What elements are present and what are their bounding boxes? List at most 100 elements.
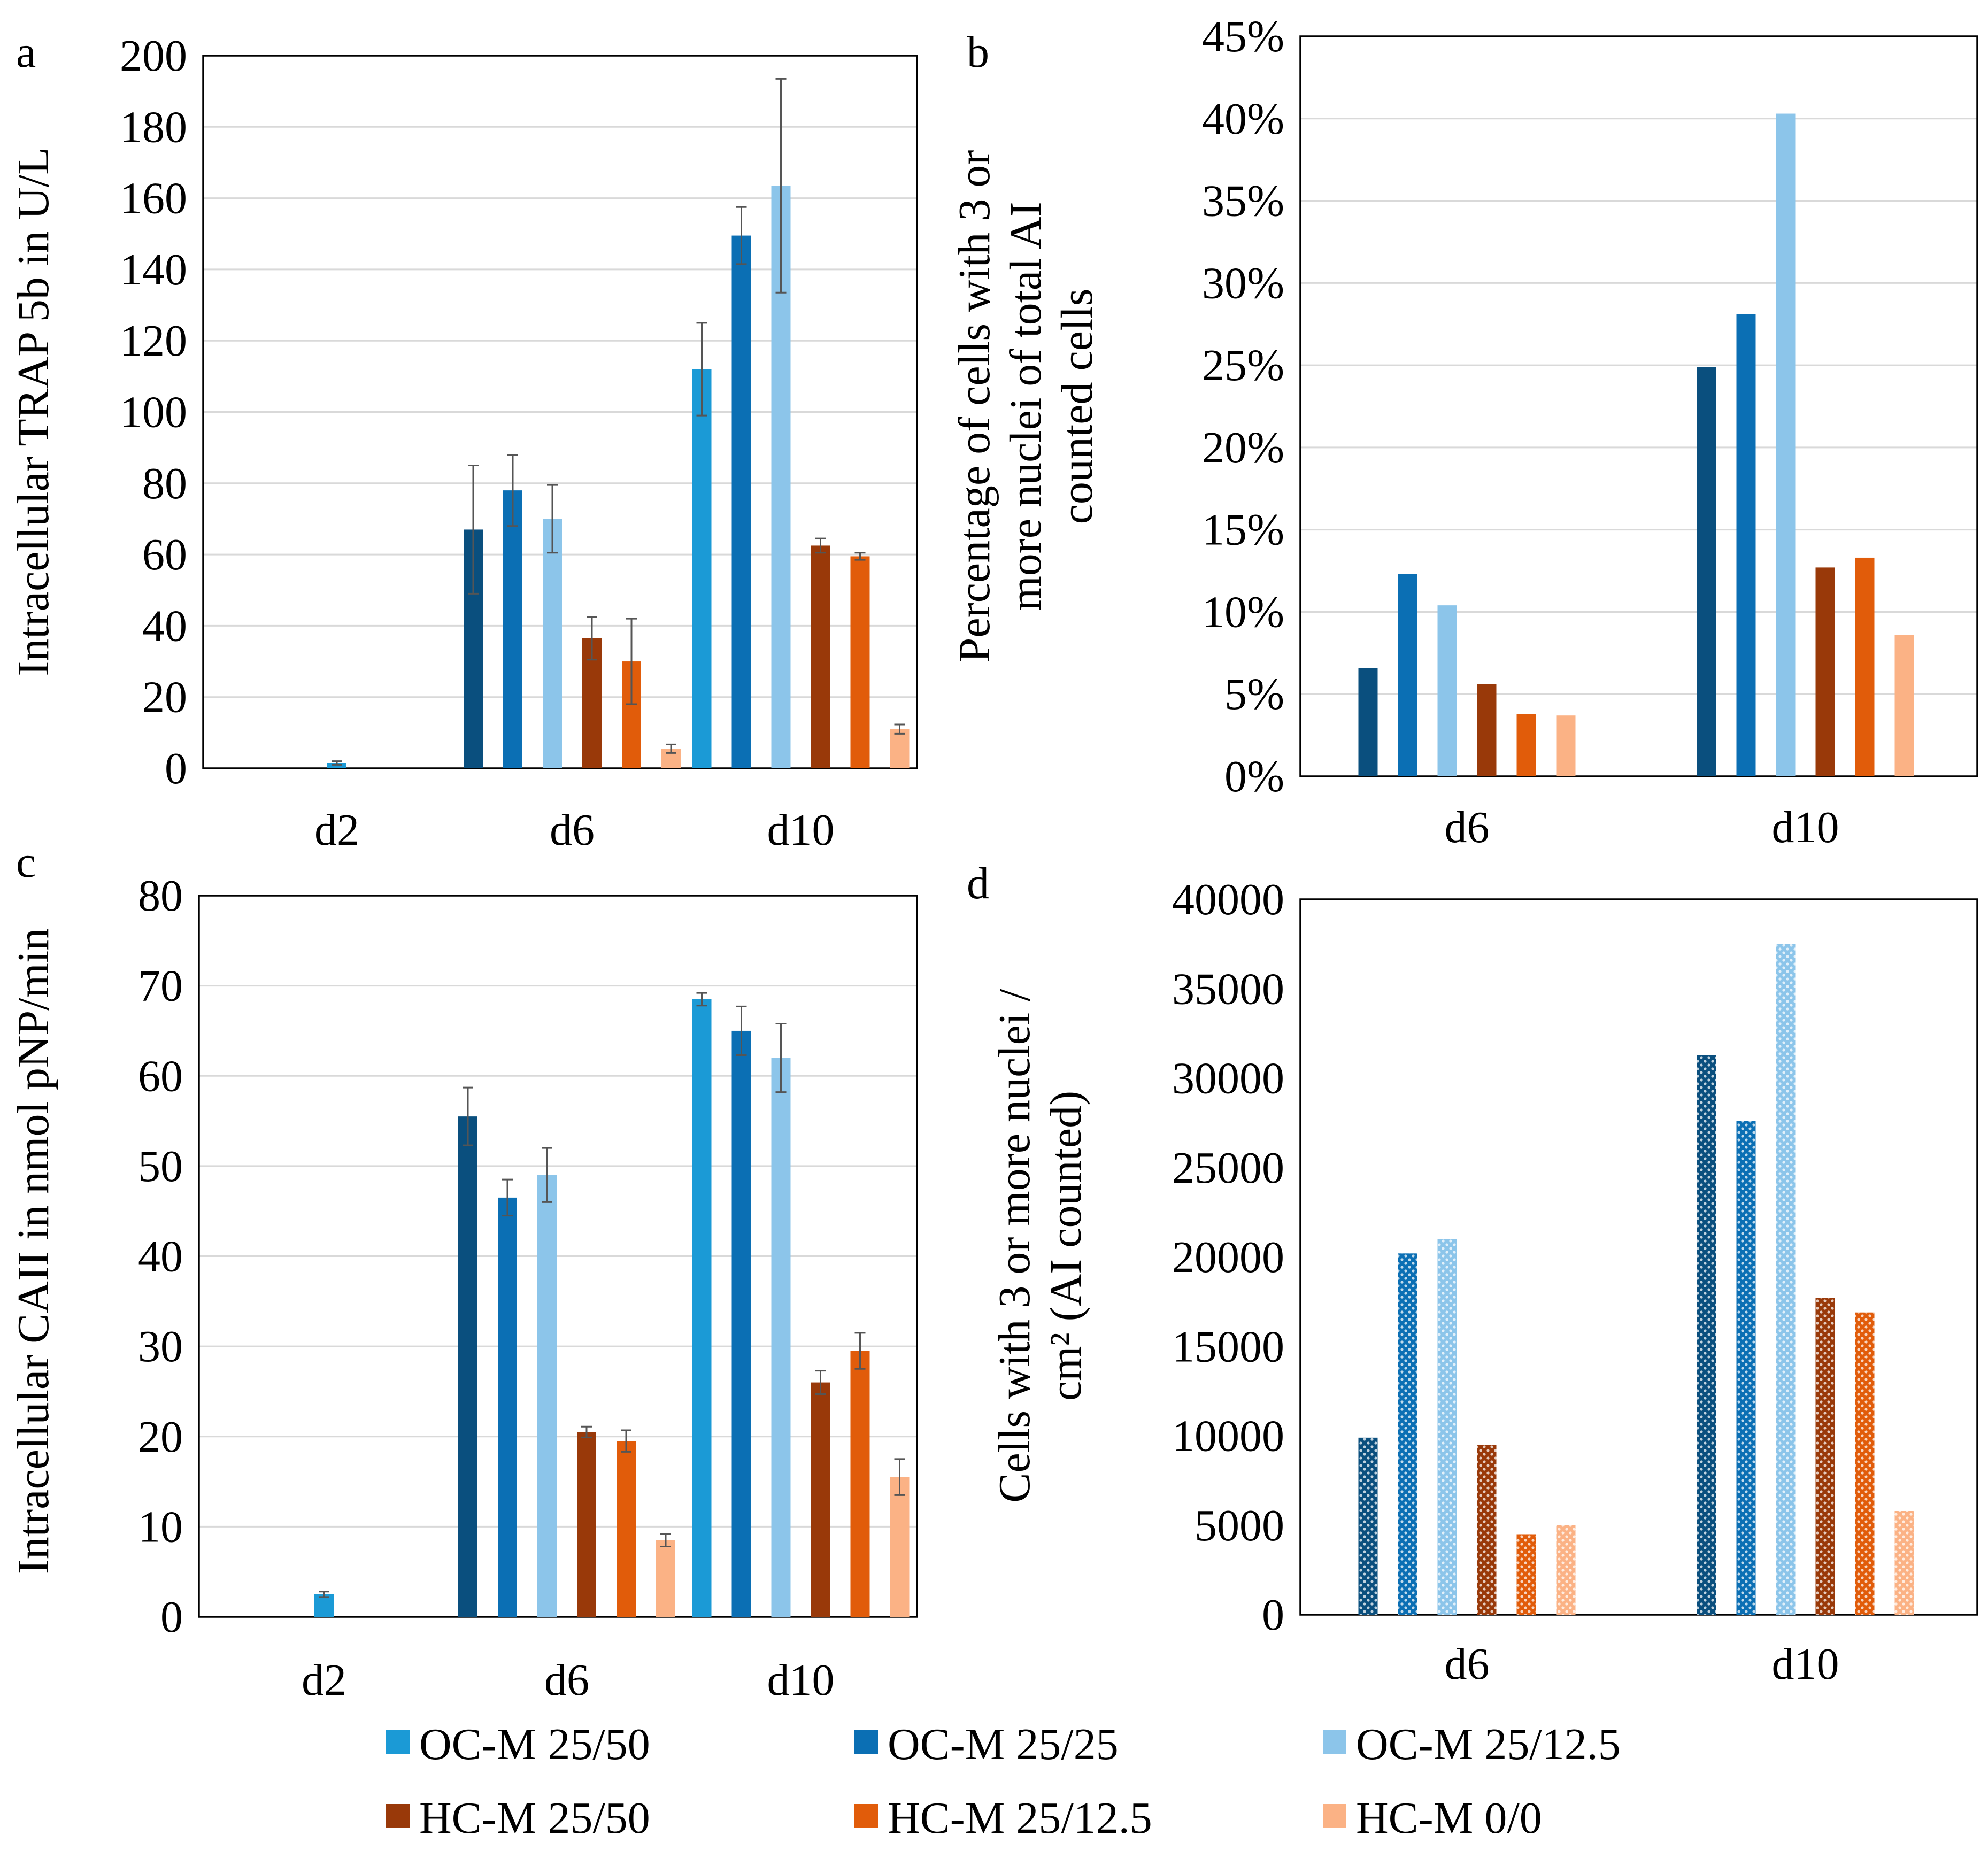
bar-dot-texture — [1894, 1510, 1914, 1615]
y-tick-label: 120 — [120, 316, 187, 366]
y-axis-label: Intracellular CAII in nmol pNP/min — [9, 928, 58, 1574]
y-tick-label: 20 — [138, 1412, 183, 1462]
bar — [503, 490, 522, 768]
x-category-label: d6 — [1445, 1639, 1490, 1689]
y-axis-label-line: Percentage of cells with 3 or — [950, 150, 999, 663]
bar — [314, 1594, 334, 1617]
bar-dot-texture — [1815, 1298, 1835, 1615]
legend-label: HC-M 25/50 — [419, 1793, 650, 1843]
y-axis-label: Percentage of cells with 3 ormore nuclei… — [950, 150, 1102, 663]
bar — [1776, 113, 1796, 776]
bar — [1815, 567, 1835, 776]
bar — [617, 1441, 636, 1617]
bar-dot-texture — [1358, 1437, 1378, 1615]
panel-d: d 0 5000 10000 15000 20000 25000 30000 35000 4000… — [967, 859, 1978, 1689]
bar-dot-texture — [1855, 1312, 1875, 1615]
y-axis-label: Cells with 3 or more nuclei /cm² (AI cou… — [990, 989, 1091, 1503]
y-tick-label: 50 — [138, 1142, 183, 1191]
y-tick-label: 40 — [138, 1232, 183, 1282]
y-tick-label: 25000 — [1172, 1143, 1284, 1193]
y-tick-label: 180 — [120, 102, 187, 152]
legend-label: OC-M 25/25 — [888, 1720, 1119, 1769]
bar — [1437, 605, 1457, 776]
bar — [692, 369, 712, 768]
x-category-label: d10 — [1772, 1639, 1839, 1689]
bar — [850, 556, 870, 768]
y-tick-label: 70 — [138, 961, 183, 1011]
legend-swatch — [1323, 1804, 1346, 1828]
y-tick-label: 0 — [165, 744, 187, 793]
bar — [692, 999, 712, 1617]
y-tick-label: 30 — [138, 1322, 183, 1371]
legend-swatch — [854, 1804, 878, 1828]
plot-frame — [1299, 898, 1978, 1616]
bar — [498, 1197, 517, 1617]
bar — [1398, 574, 1417, 776]
legend-label: HC-M 25/12.5 — [888, 1793, 1152, 1843]
y-axis-label-line: more nuclei of total AI — [1001, 202, 1051, 611]
panel-letter: c — [16, 837, 36, 887]
chart-panels: a020406080100120140160180200Intracellula… — [9, 12, 1978, 1705]
bar — [811, 1382, 830, 1617]
bar-dot-texture — [1776, 944, 1796, 1615]
bar-dot-texture — [1398, 1253, 1417, 1615]
y-tick-label: 80 — [138, 871, 183, 921]
plot-frame — [198, 895, 918, 1618]
bar — [577, 1432, 596, 1617]
bar-dot-texture — [1516, 1534, 1536, 1615]
y-tick-label: 10% — [1202, 587, 1284, 637]
y-tick-label: 0 — [160, 1592, 183, 1642]
bar-dot-texture — [1556, 1525, 1576, 1615]
bar — [1516, 714, 1536, 776]
x-category-label: d10 — [767, 805, 835, 855]
panel-b: b 0% 5% 10% 15% 20% 25% 30% 35% 40% 45% Percentage … — [950, 12, 1978, 852]
x-category-label: d6 — [1445, 803, 1490, 852]
bar — [1697, 367, 1716, 776]
legend: OC-M 25/50 OC-M 25/25 OC-M 25/12.5 HC-M 25/… — [386, 1720, 1621, 1843]
bar — [327, 763, 346, 768]
bar — [458, 1116, 477, 1617]
panel-letter: a — [16, 27, 36, 77]
y-tick-label: 30000 — [1172, 1054, 1284, 1104]
y-tick-label: 30% — [1202, 258, 1284, 308]
y-tick-label: 20000 — [1172, 1232, 1284, 1282]
y-tick-label: 35000 — [1172, 964, 1284, 1014]
bar — [1855, 557, 1875, 776]
y-tick-label: 15% — [1202, 505, 1284, 555]
bar — [1894, 635, 1914, 776]
panel-letter: d — [967, 859, 989, 908]
x-category-label: d2 — [314, 805, 359, 855]
bar-dot-texture — [1437, 1239, 1457, 1615]
bar-dot-texture — [1697, 1055, 1716, 1615]
bar — [1477, 684, 1497, 776]
x-category-label: d6 — [544, 1655, 589, 1705]
panel-letter: b — [967, 27, 989, 77]
y-tick-label: 20 — [142, 673, 187, 722]
y-tick-label: 100 — [120, 388, 187, 437]
y-tick-label: 0 — [1262, 1590, 1284, 1640]
y-tick-label: 5% — [1224, 669, 1284, 719]
y-tick-label: 80 — [142, 459, 187, 508]
legend-label: OC-M 25/12.5 — [1356, 1720, 1621, 1769]
legend-swatch — [386, 1804, 410, 1828]
y-tick-label: 200 — [120, 31, 187, 81]
x-category-label: d10 — [1772, 803, 1839, 852]
legend-label: HC-M 0/0 — [1356, 1793, 1542, 1843]
panel-c: c 0 10 20 30 40 50 60 70 80 Intracellular CAII in … — [9, 837, 918, 1705]
bar-dot-texture — [1477, 1445, 1497, 1615]
legend-swatch — [1323, 1730, 1346, 1754]
y-tick-label: 20% — [1202, 423, 1284, 473]
y-axis-label-line: cm² (AI counted) — [1041, 1091, 1091, 1401]
bar — [537, 1175, 557, 1617]
bar — [1358, 668, 1378, 776]
bar — [731, 235, 751, 768]
x-category-label: d6 — [550, 805, 595, 855]
y-axis-label: Intracellular TRAP 5b in U/L — [9, 147, 58, 676]
panel-a: a 0 20 40 60 80 100 120 140 160 180 200 Intracellula… — [9, 27, 918, 855]
bar — [890, 1477, 910, 1617]
x-category-label: d10 — [767, 1655, 835, 1705]
y-axis-label-line: Cells with 3 or more nuclei / — [990, 989, 1039, 1503]
y-axis-label-line: counted cells — [1052, 289, 1102, 525]
y-tick-label: 10 — [138, 1502, 183, 1552]
